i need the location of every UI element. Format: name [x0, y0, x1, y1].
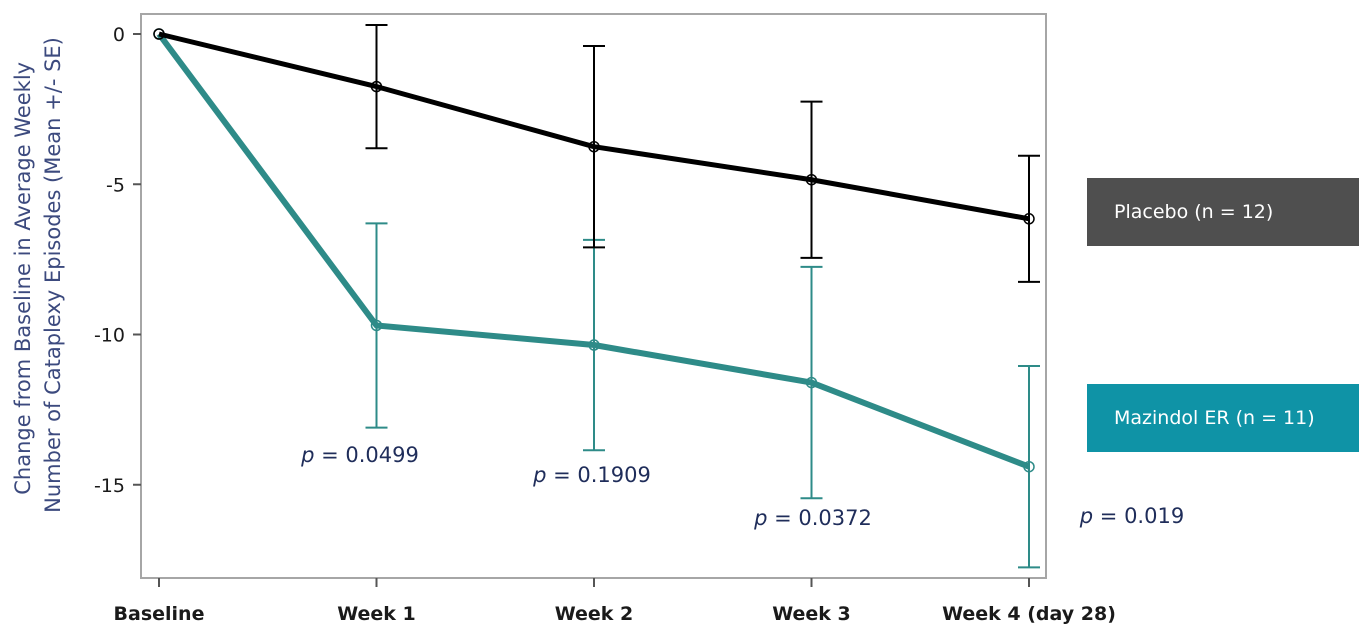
p-value-annotation: p = 0.0499 — [300, 443, 419, 467]
data-point — [588, 140, 600, 153]
series-mazindol-er — [153, 28, 1040, 569]
y-axis-label: Change from Baseline in Average Weekly N… — [11, 37, 65, 513]
p-value-text: = 0.019 — [1093, 504, 1184, 528]
x-tick-label: Baseline — [114, 603, 205, 625]
data-point — [370, 80, 383, 93]
x-tick-label: Week 2 — [555, 603, 634, 625]
p-value-annotation: p = 0.019 — [1079, 504, 1184, 528]
p-value-annotation: p = 0.0372 — [753, 506, 872, 530]
series-line — [158, 31, 1030, 222]
legend-placebo-label: Placebo (n = 12) — [1114, 201, 1274, 223]
x-tick-label: Week 1 — [337, 603, 416, 625]
p-symbol: p — [753, 506, 767, 530]
legend-placebo: Placebo (n = 12) — [1087, 178, 1359, 246]
data-point — [153, 28, 165, 40]
y-axis-label-line-1: Change from Baseline in Average Weekly — [11, 62, 35, 495]
p-value-text: = 0.1909 — [546, 463, 650, 487]
p-value-annotation: p = 0.1909 — [532, 463, 651, 487]
y-axis-label-line-2: Number of Cataplexy Episodes (Mean +/- S… — [41, 37, 65, 513]
data-point — [805, 376, 818, 389]
y-tick-label: -5 — [106, 174, 125, 196]
x-axis: Baseline Week 1 Week 2 Week 3 Week 4 (day 28… — [114, 578, 1116, 625]
data-point — [588, 339, 600, 351]
p-symbol: p — [300, 443, 314, 467]
p-value-text: = 0.0499 — [314, 443, 418, 467]
data-point — [370, 319, 383, 332]
y-tick-label: 0 — [113, 24, 125, 46]
p-symbol: p — [1079, 504, 1093, 528]
p-value-text: = 0.0372 — [767, 506, 871, 530]
y-axis: 0 -5 -10 -15 — [94, 24, 141, 497]
data-point — [1023, 460, 1035, 473]
data-point — [1023, 213, 1035, 225]
legend-mazindol-er-label: Mazindol ER (n = 11) — [1114, 407, 1315, 429]
data-point — [805, 173, 818, 186]
series-line — [156, 32, 1031, 470]
y-tick-label: -15 — [94, 475, 125, 497]
legend-mazindol-er: Mazindol ER (n = 11) — [1087, 384, 1359, 452]
x-tick-label: Week 3 — [772, 603, 851, 625]
y-tick-label: -10 — [94, 325, 125, 347]
p-symbol: p — [532, 463, 546, 487]
x-tick-label: Week 4 (day 28) — [942, 603, 1116, 625]
series-placebo — [153, 23, 1040, 283]
series-layer — [153, 23, 1040, 569]
